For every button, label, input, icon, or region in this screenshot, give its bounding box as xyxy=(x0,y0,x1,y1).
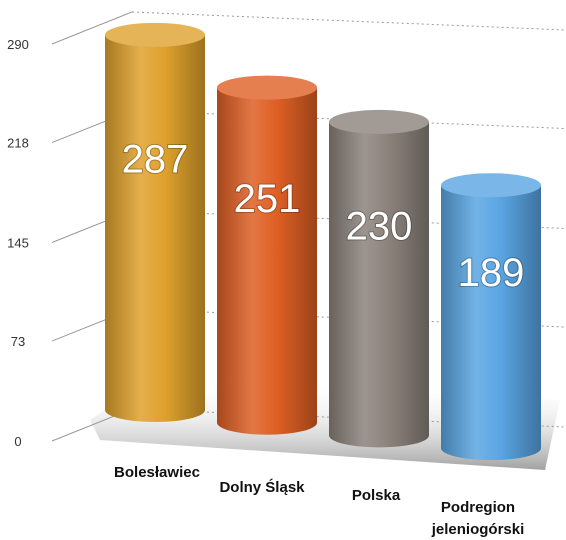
bar-top xyxy=(217,75,317,100)
bar xyxy=(105,34,205,423)
y-tick-label: 145 xyxy=(7,236,29,251)
bar xyxy=(329,121,429,448)
x-tick-label: Dolny Śląsk xyxy=(219,479,305,496)
cylinder: 189 xyxy=(441,173,541,461)
cylinder: 287 xyxy=(105,22,205,423)
grid-line xyxy=(51,11,133,45)
x-tick-label: Podregion jeleniogórski xyxy=(431,499,525,538)
data-label: 287 xyxy=(122,138,189,182)
y-tick-label: 218 xyxy=(7,136,29,151)
bar-top xyxy=(329,109,429,134)
bar-top xyxy=(441,173,541,198)
data-label: 251 xyxy=(234,177,301,221)
y-tick-label: 290 xyxy=(7,37,29,52)
y-tick-label: 0 xyxy=(14,434,21,449)
cylinder: 230 xyxy=(329,109,429,448)
x-tick-label: Polska xyxy=(351,487,401,504)
grid-line xyxy=(131,110,566,130)
x-tick-label: Bolesławiec xyxy=(114,464,200,481)
bar-top xyxy=(105,22,205,47)
data-label: 230 xyxy=(346,204,413,248)
data-label: 189 xyxy=(458,251,525,295)
cylinder: 251 xyxy=(217,75,317,435)
bar xyxy=(441,185,541,461)
y-tick-label: 73 xyxy=(11,334,25,349)
grid-line xyxy=(131,11,566,31)
bar xyxy=(217,87,317,435)
